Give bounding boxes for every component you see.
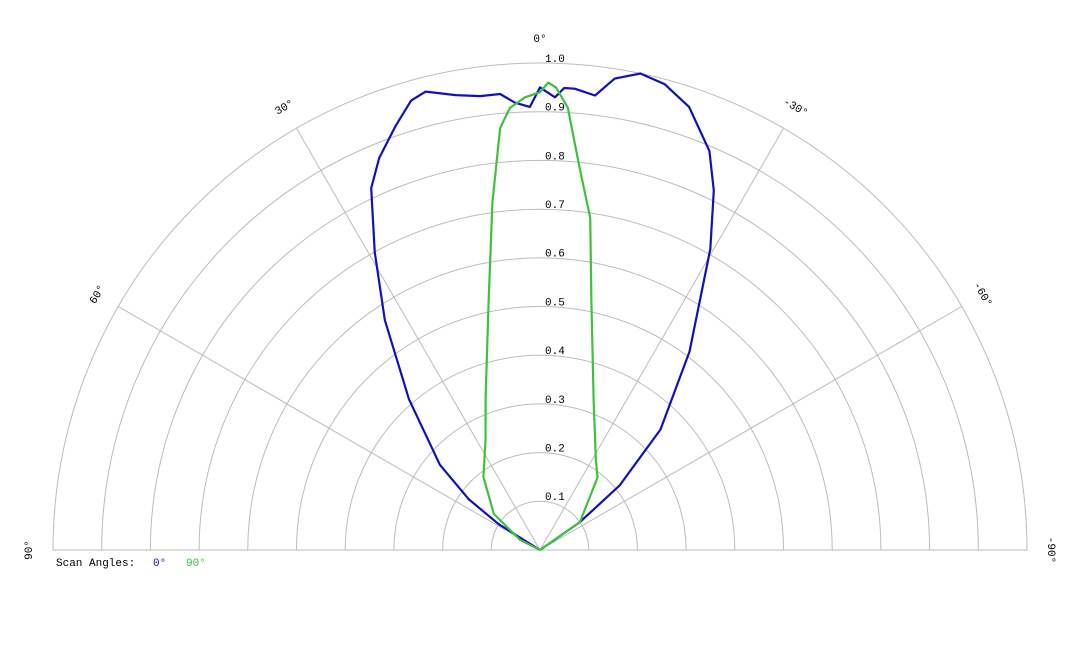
radial-label: 0.2 [545,444,565,456]
ring [52,62,1028,551]
radial-label: 0.5 [545,297,565,309]
ring [442,452,638,551]
series-line [370,72,715,551]
angle-label: -60° [970,281,994,310]
angle-label: -90° [1044,537,1056,563]
radial-label: 0.9 [545,103,565,115]
spoke [117,306,541,551]
ring [393,403,687,551]
spoke [539,127,784,551]
legend-title: Scan Angles: [56,558,135,570]
legend-entry: 90° [186,558,206,570]
radial-label: 0.7 [545,200,565,212]
angle-label: 60° [88,283,108,306]
ring [490,500,590,551]
radial-label: 0.1 [545,492,565,504]
angle-label: -30° [781,96,810,120]
angle-label: 30° [273,98,296,118]
radial-label: 0.3 [545,395,565,407]
radial-label: 0.8 [545,151,565,163]
series-line [482,81,599,551]
legend-entry: 0° [153,558,166,570]
ring [198,208,882,551]
ring [296,306,784,551]
radial-label: 1.0 [545,54,565,66]
radial-label: 0.4 [545,346,565,358]
angle-label: 0° [533,34,546,46]
spoke [296,127,541,551]
ring [344,354,736,551]
spoke [539,306,963,551]
ring [149,159,931,551]
radial-label: 0.6 [545,249,565,261]
angle-label: 90° [24,540,36,560]
ring [247,257,833,551]
ring [101,111,979,551]
